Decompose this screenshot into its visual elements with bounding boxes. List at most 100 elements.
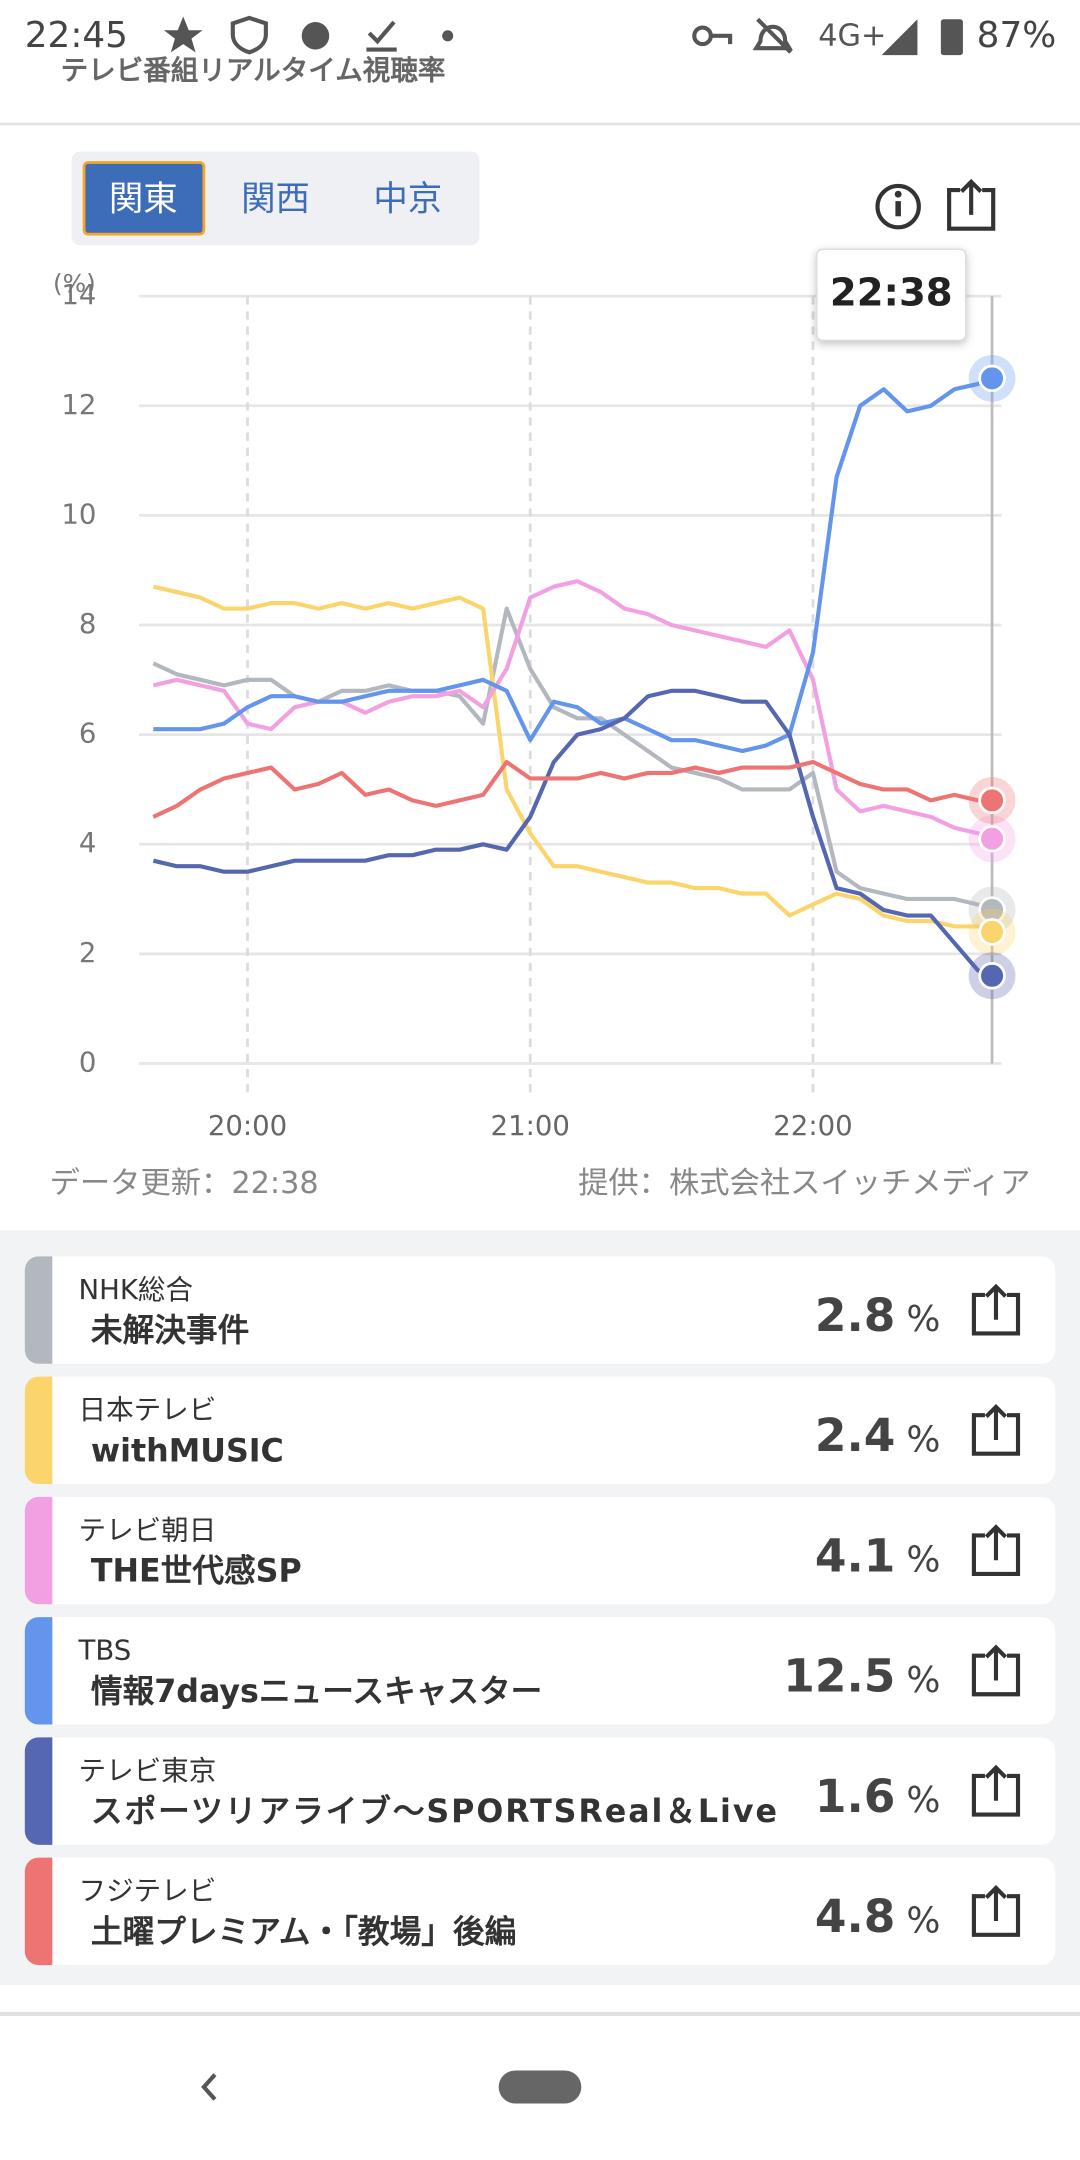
row-color-strip xyxy=(24,1857,53,1966)
row-color-strip xyxy=(24,1617,53,1725)
share-button[interactable] xyxy=(971,1644,1021,1697)
y-tick-label: 2 xyxy=(79,937,97,969)
rating-value: 2.8 xyxy=(815,1289,895,1342)
download-icon xyxy=(366,20,397,52)
end-point xyxy=(978,824,1006,853)
share-button[interactable] xyxy=(971,1403,1021,1456)
data-source: 提供：株式会社スイッチメディア xyxy=(578,1166,1030,1201)
rating-unit: % xyxy=(906,1900,940,1941)
status-network: 4G+ xyxy=(818,19,886,54)
tooltip: 22:38 xyxy=(816,248,967,341)
share-button[interactable] xyxy=(947,178,996,231)
tab-selected[interactable] xyxy=(82,161,206,236)
channel-name: NHK総合 xyxy=(79,1274,193,1306)
rating-row[interactable]: テレビ朝日 THE世代感SP 4.1% xyxy=(24,1496,1056,1605)
row-color-strip xyxy=(24,1496,53,1605)
y-tick-label: 6 xyxy=(79,718,97,750)
share-icon xyxy=(971,1403,1021,1456)
share-icon xyxy=(947,178,996,231)
end-point xyxy=(978,962,1006,990)
header-title: テレビ番組リアルタイム視聴率 xyxy=(61,55,446,87)
program-name: 情報7daysニュースキャスター xyxy=(91,1674,542,1710)
sync-icon xyxy=(301,22,330,50)
channel-name: テレビ朝日 xyxy=(79,1514,217,1546)
info-icon-bar xyxy=(895,201,901,217)
program-name: THE世代感SP xyxy=(91,1554,302,1590)
channel-name: フジテレビ xyxy=(79,1875,217,1907)
rating-value: 4.1 xyxy=(815,1529,895,1582)
channel-name: TBS xyxy=(78,1635,132,1667)
y-tick-label: 14 xyxy=(61,279,96,311)
row-card xyxy=(24,1737,1056,1845)
rating-unit: % xyxy=(906,1660,940,1701)
mute-icon xyxy=(752,17,793,54)
share-icon xyxy=(971,1644,1021,1697)
tab[interactable]: 関西 xyxy=(241,180,310,220)
row-card xyxy=(24,1617,1056,1725)
header-clip: テレビ番組リアルタイム視聴率 xyxy=(61,55,446,87)
y-tick-label: 4 xyxy=(79,827,97,859)
chart: 0 2 4 6 8 10 12 14(%) 20:00 21:00 22:00 22:38 xyxy=(53,248,1016,1142)
row-color-strip xyxy=(24,1376,53,1485)
channel-name: 日本テレビ xyxy=(79,1394,217,1426)
tooltip-box xyxy=(816,248,967,341)
program-name: スポーツリアライブ～SPORTSReal＆Live xyxy=(91,1793,777,1830)
series-line xyxy=(152,688,993,978)
share-icon xyxy=(971,1885,1021,1937)
row-card xyxy=(24,1496,1056,1605)
info-icon xyxy=(875,183,921,230)
rating-value: 12.5 xyxy=(783,1650,895,1703)
share-icon xyxy=(971,1524,1021,1577)
key-icon-shaft xyxy=(710,33,733,45)
share-icon xyxy=(971,1764,1021,1817)
y-tick-label: 8 xyxy=(79,608,97,640)
status-time: 22:45 xyxy=(25,15,128,56)
home-button[interactable] xyxy=(498,2070,582,2104)
share-button[interactable] xyxy=(971,1283,1021,1336)
y-axis-label: (%) xyxy=(53,269,96,298)
series-line xyxy=(152,759,993,819)
row-card xyxy=(24,1857,1056,1966)
tab[interactable]: 中京 xyxy=(373,180,442,220)
rating-row[interactable]: 日本テレビ withMUSIC 2.4% xyxy=(24,1376,1056,1485)
tab[interactable]: 関東 xyxy=(109,180,178,220)
info-button[interactable] xyxy=(875,183,921,230)
rating-row[interactable]: TBS 情報7daysニュースキャスター 12.5% xyxy=(24,1617,1056,1725)
x-tick-label: 20:00 xyxy=(208,1110,287,1142)
rating-unit: % xyxy=(906,1419,940,1460)
row-color-strip xyxy=(24,1737,53,1845)
series-line xyxy=(153,376,993,754)
x-tick-label: 21:00 xyxy=(491,1110,570,1142)
tooltip-label: 22:38 xyxy=(830,270,953,315)
y-tick-label: 10 xyxy=(61,498,96,530)
star-icon xyxy=(163,16,203,53)
share-button[interactable] xyxy=(971,1885,1021,1937)
end-point xyxy=(978,786,1006,815)
rating-value: 4.8 xyxy=(815,1890,895,1943)
row-color-strip xyxy=(24,1256,53,1364)
program-name: 土曜プレミアム・「教場」後編 xyxy=(91,1914,516,1950)
program-name: 未解決事件 xyxy=(91,1313,249,1349)
end-point xyxy=(978,918,1006,946)
row-card xyxy=(24,1256,1056,1364)
share-button[interactable] xyxy=(971,1764,1021,1817)
status-battery: 87% xyxy=(977,15,1057,56)
share-button[interactable] xyxy=(971,1524,1021,1577)
y-tick-label: 0 xyxy=(79,1046,97,1078)
end-point xyxy=(978,364,1006,393)
rating-unit: % xyxy=(906,1540,940,1581)
battery-icon xyxy=(940,19,963,56)
back-button[interactable] xyxy=(201,2073,217,2101)
row-card xyxy=(24,1376,1056,1485)
rating-unit: % xyxy=(906,1780,940,1821)
share-icon xyxy=(971,1283,1021,1336)
update-time: データ更新：22:38 xyxy=(50,1166,319,1201)
channel-name: テレビ東京 xyxy=(79,1755,217,1787)
x-tick-label: 22:00 xyxy=(773,1110,852,1142)
